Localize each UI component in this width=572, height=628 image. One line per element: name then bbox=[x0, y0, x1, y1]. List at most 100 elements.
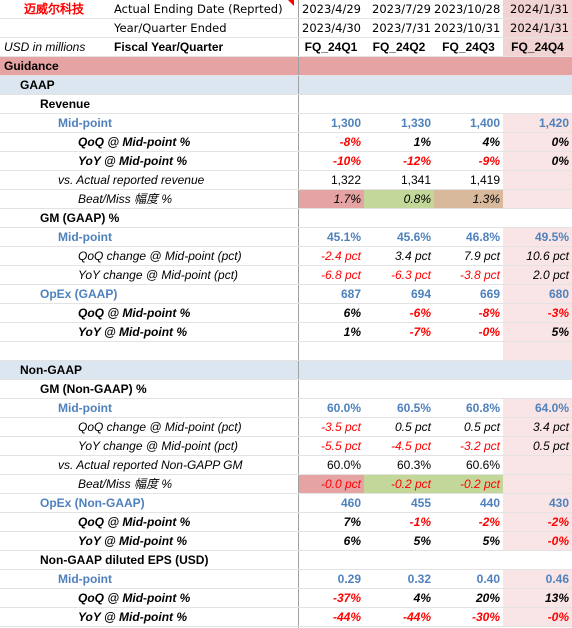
opex-gaap-yoy-q1: 1% bbox=[343, 325, 361, 339]
section-guidance-label: Guidance bbox=[4, 59, 59, 73]
opex-nongaap-yoy-row: YoY @ Mid-point % 6% 5% 5% -0% bbox=[0, 532, 572, 551]
eps-yoy-q4: -0% bbox=[503, 608, 572, 627]
eps-yoy-q1: -44% bbox=[332, 610, 361, 624]
gridline bbox=[0, 379, 572, 380]
section-non-gaap-label: Non-GAAP bbox=[20, 363, 82, 377]
opex-gaap-qoq-q1: 6% bbox=[343, 306, 361, 320]
header-row-actual-date: 迈威尔科技 Actual Ending Date (Reprted) 2023/… bbox=[0, 0, 572, 19]
gridline bbox=[0, 607, 572, 608]
gm-nongaap-yoy-label: YoY change @ Mid-point (pct) bbox=[78, 439, 239, 453]
gm-nongaap-midpoint-q1: 60.0% bbox=[326, 401, 361, 415]
quarter-q3: FQ_24Q3 bbox=[442, 40, 495, 54]
opex-gaap-label: OpEx (GAAP) bbox=[40, 287, 118, 301]
revenue-midpoint-row: Mid-point 1,300 1,330 1,400 1,420 bbox=[0, 114, 572, 133]
gm-gaap-qoq-q4: 10.6 pct bbox=[503, 247, 572, 266]
quarter-ended-q4: 2024/1/31 bbox=[503, 19, 572, 38]
gm-gaap-yoy-q4: 2.0 pct bbox=[503, 266, 572, 285]
opex-gaap-q4: 680 bbox=[503, 285, 572, 304]
revenue-actual-q4 bbox=[503, 171, 572, 190]
opex-nongaap-q4: 430 bbox=[503, 494, 572, 513]
gm-gaap-midpoint-row: Mid-point 45.1% 45.6% 46.8% 49.5% bbox=[0, 228, 572, 247]
quarter-q1: FQ_24Q1 bbox=[304, 40, 358, 54]
opex-gaap-q3: 669 bbox=[479, 287, 500, 301]
gridline bbox=[0, 170, 572, 171]
quarter-q2: FQ_24Q2 bbox=[372, 40, 426, 54]
gm-gaap-midpoint-q1: 45.1% bbox=[326, 230, 361, 244]
opex-nongaap-qoq-q3: -2% bbox=[478, 515, 500, 529]
header-row-quarter-ended: Year/Quarter Ended 2023/4/30 2023/7/31 2… bbox=[0, 19, 572, 38]
gm-nongaap-yoy-row: YoY change @ Mid-point (pct) -5.5 pct -4… bbox=[0, 437, 572, 456]
revenue-actual-q1: 1,322 bbox=[330, 173, 361, 187]
revenue-yoy-q2: -12% bbox=[402, 154, 431, 168]
gridline bbox=[0, 208, 572, 209]
opex-nongaap-q3: 440 bbox=[479, 496, 500, 510]
revenue-beat-label: Beat/Miss 幅度 % bbox=[78, 192, 173, 206]
opex-gaap-yoy-label: YoY @ Mid-point % bbox=[78, 325, 188, 339]
revenue-yoy-q1: -10% bbox=[332, 154, 361, 168]
gm-gaap-qoq-row: QoQ change @ Mid-point (pct) -2.4 pct 3.… bbox=[0, 247, 572, 266]
opex-gaap-qoq-label: QoQ @ Mid-point % bbox=[78, 306, 191, 320]
eps-midpoint-q2: 0.32 bbox=[407, 572, 431, 586]
gm-nongaap-actual-row: vs. Actual reported Non-GAPP GM 60.0% 60… bbox=[0, 456, 572, 475]
revenue-qoq-q1: -8% bbox=[339, 135, 361, 149]
eps-midpoint-q3: 0.40 bbox=[476, 572, 500, 586]
gm-nongaap-midpoint-q2: 60.5% bbox=[396, 401, 431, 415]
opex-gaap-yoy-q3: -0% bbox=[478, 325, 500, 339]
revenue-title-row: Revenue bbox=[0, 95, 572, 114]
revenue-qoq-q4: 0% bbox=[503, 133, 572, 152]
gm-gaap-qoq-q1: -2.4 pct bbox=[320, 249, 361, 263]
gridline bbox=[0, 189, 572, 190]
gridline bbox=[0, 75, 572, 76]
gm-nongaap-qoq-label: QoQ change @ Mid-point (pct) bbox=[78, 420, 242, 434]
gm-gaap-midpoint-label: Mid-point bbox=[58, 230, 112, 244]
gridline bbox=[0, 37, 572, 38]
gm-nongaap-beat-row: Beat/Miss 幅度 % -0.0 pct -0.2 pct -0.2 pc… bbox=[0, 475, 572, 494]
gm-nongaap-actual-q4 bbox=[503, 456, 572, 475]
gridline bbox=[0, 360, 572, 361]
revenue-qoq-q3: 4% bbox=[482, 135, 500, 149]
eps-midpoint-label: Mid-point bbox=[58, 572, 112, 586]
blank-row bbox=[0, 342, 572, 361]
gm-gaap-midpoint-q2: 45.6% bbox=[396, 230, 431, 244]
gm-nongaap-midpoint-q4: 64.0% bbox=[503, 399, 572, 418]
opex-nongaap-qoq-q2: -1% bbox=[409, 515, 431, 529]
eps-title: Non-GAAP diluted EPS (USD) bbox=[40, 553, 209, 567]
opex-gaap-qoq-q2: -6% bbox=[409, 306, 431, 320]
actual-date-q3: 2023/10/28 bbox=[434, 2, 501, 16]
eps-qoq-q4: 13% bbox=[503, 589, 572, 608]
gm-nongaap-beat-q2: -0.2 pct bbox=[364, 475, 434, 494]
revenue-midpoint-q1: 1,300 bbox=[330, 116, 361, 130]
gm-gaap-qoq-q3: 7.9 pct bbox=[463, 249, 500, 263]
opex-gaap-yoy-row: YoY @ Mid-point % 1% -7% -0% 5% bbox=[0, 323, 572, 342]
eps-yoy-row: YoY @ Mid-point % -44% -44% -30% -0% bbox=[0, 608, 572, 627]
eps-midpoint-q1: 0.29 bbox=[337, 572, 361, 586]
section-guidance: Guidance bbox=[0, 57, 572, 76]
fiscal-label: Fiscal Year/Quarter bbox=[114, 40, 224, 54]
gm-gaap-yoy-q1: -6.8 pct bbox=[320, 268, 361, 282]
gridline bbox=[0, 322, 572, 323]
gridline bbox=[0, 341, 572, 342]
gridline bbox=[0, 626, 572, 627]
gridline bbox=[0, 512, 572, 513]
eps-title-row: Non-GAAP diluted EPS (USD) bbox=[0, 551, 572, 570]
gm-gaap-qoq-label: QoQ change @ Mid-point (pct) bbox=[78, 249, 242, 263]
opex-nongaap-q2: 455 bbox=[410, 496, 431, 510]
gm-nongaap-title: GM (Non-GAAP) % bbox=[40, 382, 147, 396]
gridline bbox=[0, 436, 572, 437]
units-label: USD in millions bbox=[4, 40, 86, 54]
gm-nongaap-qoq-q4: 3.4 pct bbox=[503, 418, 572, 437]
gm-gaap-midpoint-q4: 49.5% bbox=[503, 228, 572, 247]
eps-qoq-q1: -37% bbox=[332, 591, 361, 605]
opex-gaap-qoq-q4: -3% bbox=[503, 304, 572, 323]
gridline bbox=[0, 227, 572, 228]
gridline bbox=[0, 18, 572, 19]
gridline bbox=[0, 303, 572, 304]
opex-gaap-qoq-row: QoQ @ Mid-point % 6% -6% -8% -3% bbox=[0, 304, 572, 323]
revenue-beat-q4 bbox=[503, 190, 572, 209]
opex-nongaap-yoy-q4: -0% bbox=[503, 532, 572, 551]
gm-nongaap-yoy-q3: -3.2 pct bbox=[459, 439, 500, 453]
gridline bbox=[0, 56, 572, 57]
gm-gaap-yoy-row: YoY change @ Mid-point (pct) -6.8 pct -6… bbox=[0, 266, 572, 285]
revenue-midpoint-label: Mid-point bbox=[58, 116, 112, 130]
gm-nongaap-beat-q4 bbox=[503, 475, 572, 494]
